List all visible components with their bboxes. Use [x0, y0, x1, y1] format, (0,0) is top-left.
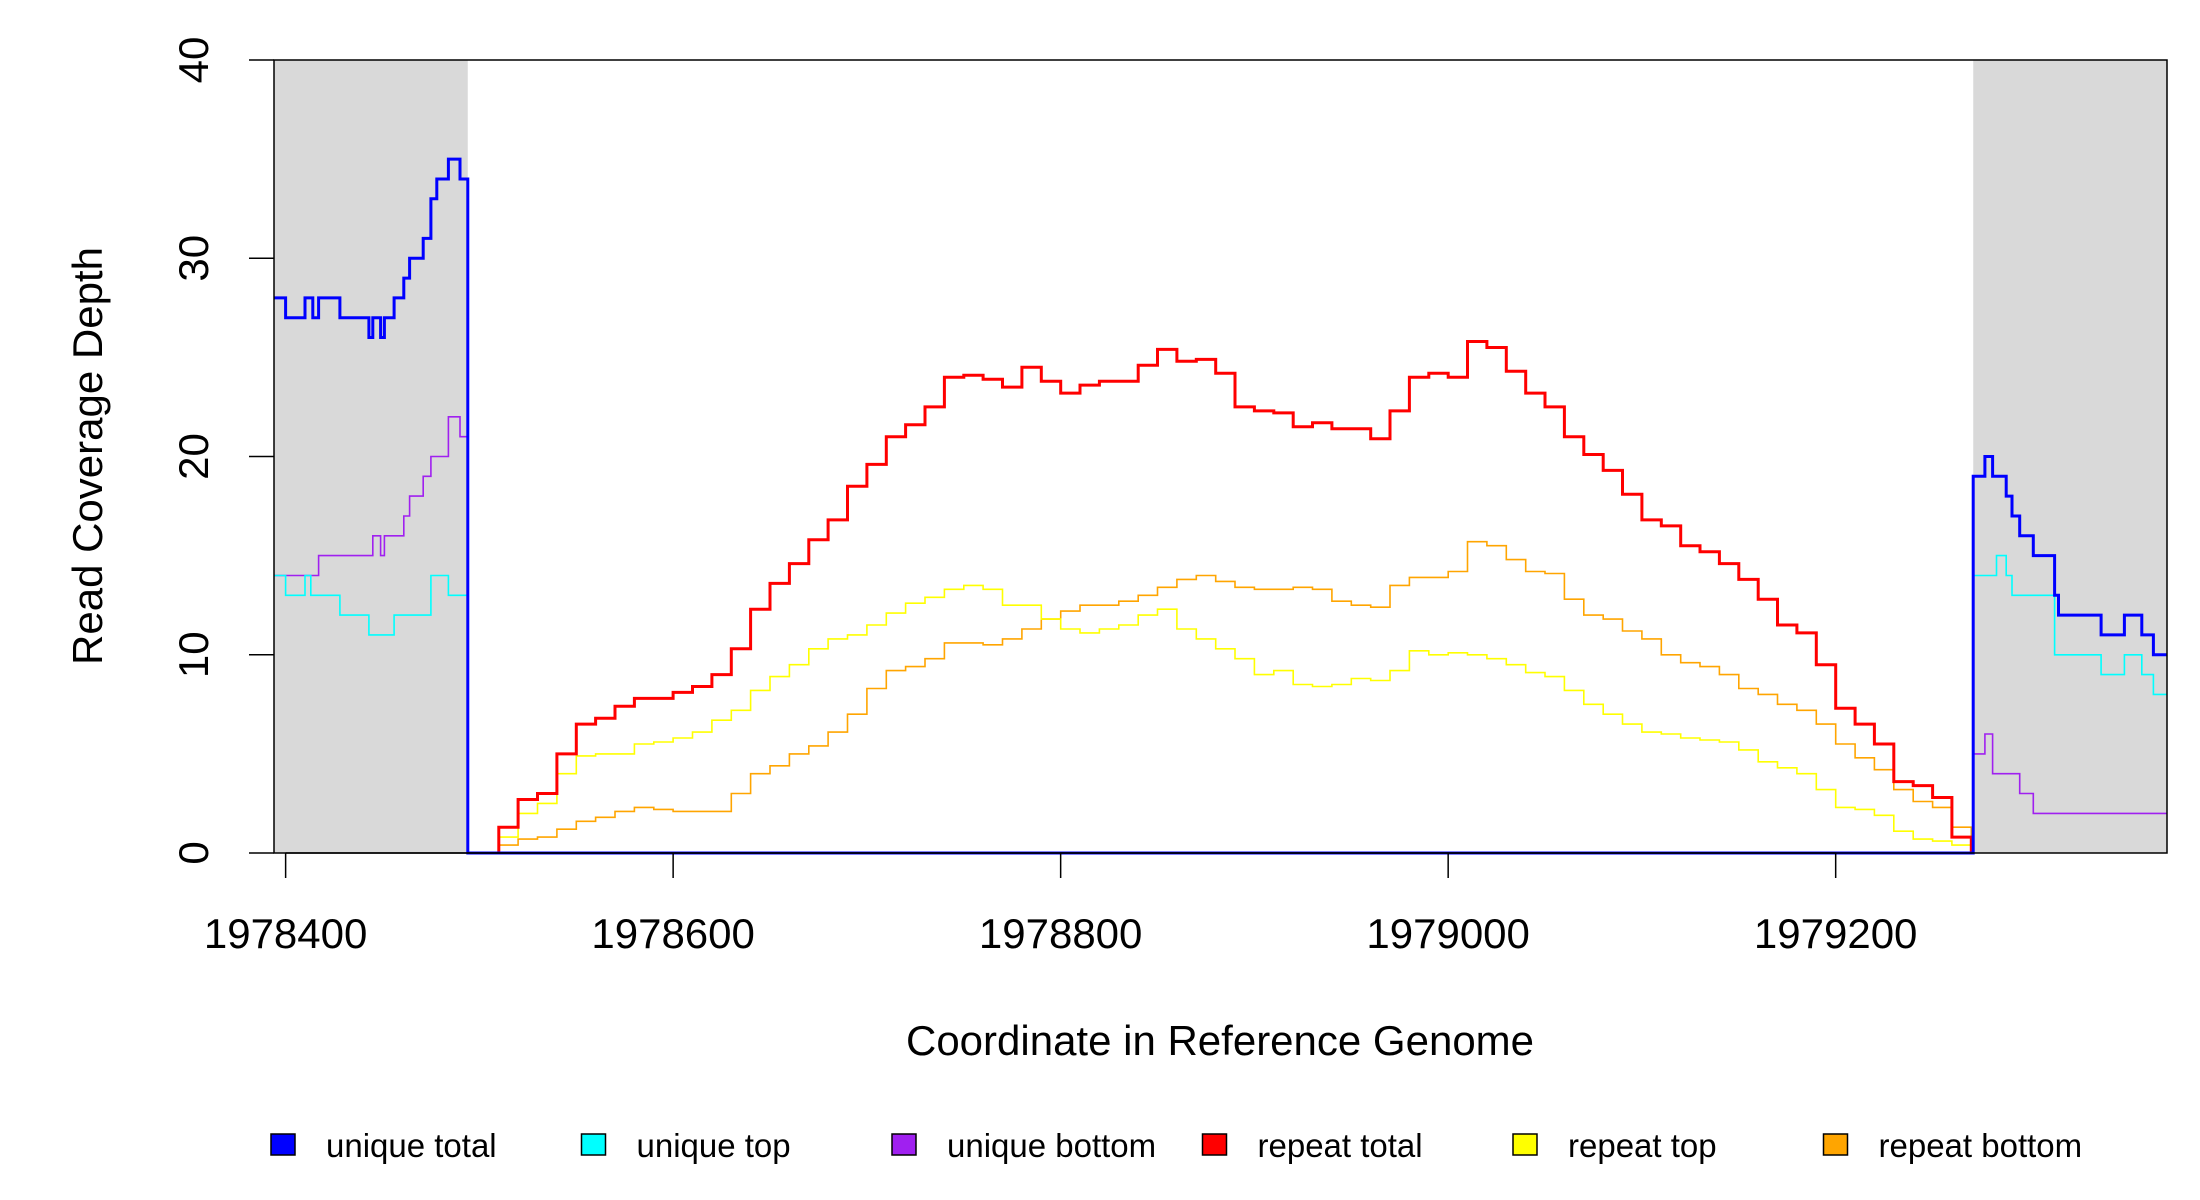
legend-label: repeat bottom [1879, 1127, 2083, 1164]
y-tick-label: 30 [170, 235, 217, 282]
series-repeat-bottom [479, 540, 1973, 854]
y-tick-label: 20 [170, 433, 217, 480]
y-axis-label: Read Coverage Depth [64, 247, 111, 665]
x-tick-label: 1979000 [1366, 910, 1530, 957]
legend-swatch [891, 1133, 917, 1156]
series-repeat-total [479, 340, 1973, 855]
y-tick-label: 40 [170, 37, 217, 84]
x-tick-label: 1978800 [979, 910, 1143, 957]
legend-label: unique top [637, 1127, 791, 1164]
legend-label: unique total [326, 1127, 497, 1164]
legend-swatch [580, 1133, 607, 1156]
x-tick-label: 1978600 [591, 910, 755, 957]
x-tick-label: 1979200 [1754, 910, 1918, 957]
legend-label: repeat total [1258, 1127, 1423, 1164]
legend: unique total unique top unique bottom repea… [270, 1127, 2083, 1164]
shaded-regions [274, 60, 2167, 853]
legend-swatch [270, 1133, 296, 1156]
series-repeat-top [479, 584, 1973, 854]
y-tick-label: 0 [170, 841, 217, 864]
series-unique-top [274, 554, 2167, 854]
x-tick-label: 1978400 [204, 910, 368, 957]
series-layer [274, 157, 2167, 855]
legend-label: repeat top [1568, 1127, 1717, 1164]
x-axis-label: Coordinate in Reference Genome [906, 1017, 1534, 1064]
plot-frame [273, 59, 2168, 854]
legend-label: unique bottom [947, 1127, 1156, 1164]
y-tick-label: 10 [170, 631, 217, 678]
series-unique-total [274, 157, 2167, 855]
legend-swatch [1512, 1133, 1538, 1156]
shaded-region [1973, 60, 2167, 853]
legend-swatch [1201, 1133, 1228, 1156]
series-unique-bottom [274, 415, 2167, 854]
axes: 1978400 1978600 1978800 1979000 1979200 0 10 20… [170, 37, 1917, 957]
legend-swatch [1822, 1133, 1849, 1156]
